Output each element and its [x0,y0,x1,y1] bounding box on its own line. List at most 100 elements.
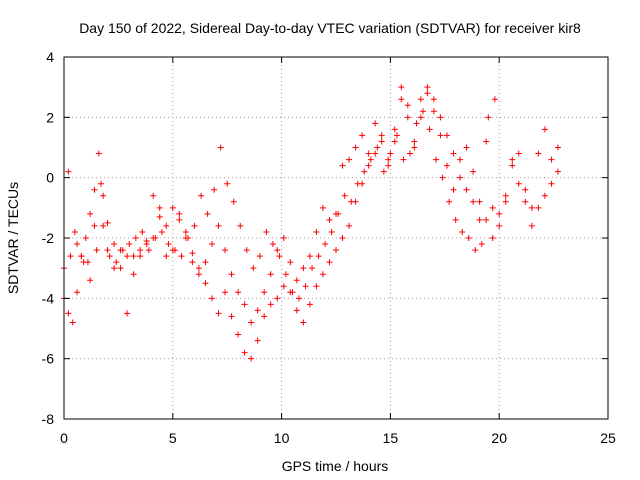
data-point [104,219,111,226]
data-point [132,235,139,241]
y-tick-label: 0 [46,170,54,186]
data-point [554,168,561,175]
data-point [137,253,144,260]
data-point [413,120,420,127]
y-tick-label: 2 [46,109,54,125]
x-tick-label: 10 [274,430,290,446]
data-point [117,247,124,254]
data-point [169,204,176,211]
data-point [437,114,444,121]
data-point [104,247,111,254]
x-tick-label: 5 [169,430,177,446]
data-point [502,192,509,199]
data-point [452,216,459,223]
data-point [476,216,483,223]
x-tick-label: 25 [600,430,616,446]
data-point [472,247,479,254]
y-tick-label: -6 [42,351,55,367]
data-point [241,349,248,356]
data-point [322,241,329,248]
data-point [65,310,72,317]
data-point [306,301,313,308]
data-point [489,204,496,211]
data-point [459,228,466,235]
data-point [261,289,268,296]
y-tick-label: -4 [42,290,55,306]
data-point [139,228,146,235]
data-point [326,216,333,223]
data-point [306,253,313,260]
data-point [169,247,176,254]
data-point [165,241,172,248]
data-point [217,144,224,151]
data-point [276,253,283,260]
data-point [426,126,433,133]
data-point [483,216,490,223]
data-point [143,241,150,248]
data-point [248,355,255,362]
data-point [274,247,281,254]
data-point [97,180,104,187]
data-point [228,313,235,320]
data-point [274,295,281,302]
data-point [420,108,427,115]
data-point [443,162,450,169]
data-point [346,156,353,163]
data-point [548,180,555,187]
data-point [224,180,231,187]
data-point [189,259,196,266]
data-point [491,96,498,103]
data-point [254,307,261,314]
data-point [411,138,418,145]
data-point [137,247,144,254]
data-point [433,156,440,163]
y-axis-label: SDTVAR / TECUs [5,182,21,294]
data-point [211,186,218,193]
data-point [385,156,392,163]
data-point [195,265,202,272]
data-point [300,319,307,326]
data-point [548,156,555,163]
data-point [417,96,424,103]
data-point [515,150,522,157]
data-point [106,253,113,260]
data-point [339,235,346,241]
data-point [113,259,120,266]
data-point [93,247,100,254]
data-point [250,265,257,272]
data-point [267,301,274,308]
data-point [111,265,118,272]
data-point [365,162,372,169]
data-point [393,132,400,139]
data-point [163,222,170,229]
data-point [380,168,387,175]
data-point [470,168,477,175]
data-point [111,241,118,248]
data-point [124,253,131,260]
data-point [450,186,457,193]
data-point [483,138,490,145]
data-point [315,253,322,260]
data-point [313,228,320,235]
data-point [71,228,78,235]
data-point [339,162,346,169]
data-point [509,162,516,169]
data-point [156,213,163,220]
data-point [261,313,268,320]
data-point [228,271,235,278]
data-point [443,132,450,139]
data-point [352,144,359,151]
data-point [130,271,137,278]
data-point [189,250,196,257]
data-point [241,301,248,308]
data-point [333,247,339,254]
data-point [280,235,287,241]
data-point [400,156,407,163]
data-point [326,259,333,266]
data-point [535,204,542,211]
data-point [430,96,437,103]
data-point [87,277,94,284]
data-point [385,162,392,169]
data-point [554,144,561,151]
x-axis-label: GPS time / hours [282,458,389,474]
